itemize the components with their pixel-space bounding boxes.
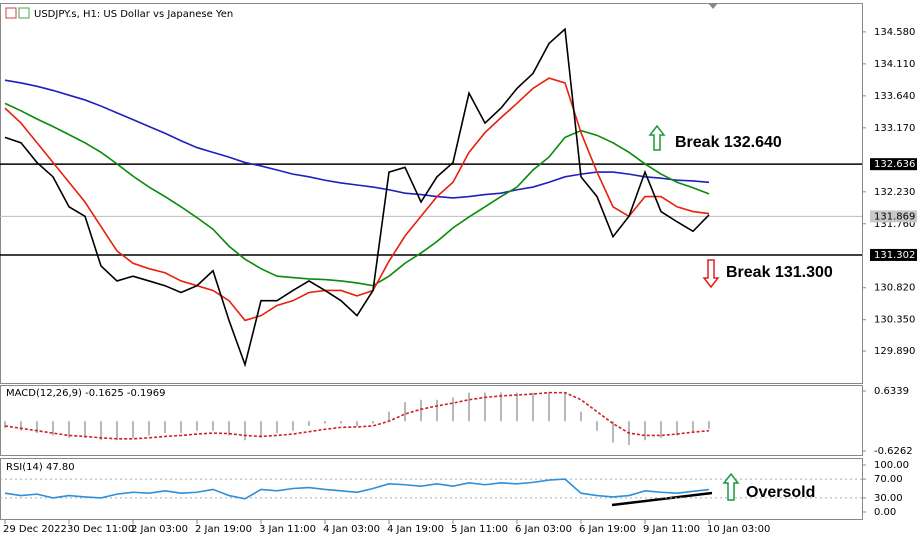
y-tick-label: 70.00 [874, 474, 903, 485]
x-tick-label: 29 Dec 2022 [3, 524, 67, 535]
current-price-box [870, 210, 917, 223]
x-tick-label: 4 Jan 03:00 [323, 524, 380, 535]
y-tick-label: 100.00 [874, 460, 909, 471]
y-tick-label: 134.110 [874, 59, 915, 70]
x-tick-label: 9 Jan 11:00 [643, 524, 700, 535]
y-tick-label: 134.580 [874, 27, 915, 38]
icon [18, 7, 30, 19]
current-price-label: 131.869 [874, 211, 915, 222]
x-tick-label: 3 Jan 11:00 [259, 524, 316, 535]
annotation: Break 132.640 [675, 134, 782, 151]
annotation: Break 131.300 [726, 264, 833, 281]
x-tick-label: 6 Jan 19:00 [579, 524, 636, 535]
chart-title: USDJPY.s, H1: US Dollar vs Japanese Yen [34, 9, 233, 20]
series-line [4, 391, 710, 440]
icon [5, 7, 17, 19]
annotation: Oversold [746, 484, 815, 501]
x-tick-label: 4 Jan 19:00 [387, 524, 444, 535]
y-tick-label: 30.00 [874, 493, 903, 504]
y-tick-label: 129.890 [874, 346, 915, 357]
y-tick-label: 130.820 [874, 283, 915, 294]
rsi-title: RSI(14) 47.80 [6, 462, 75, 473]
main-panel [0, 3, 863, 384]
annotation-arrow [702, 259, 720, 289]
series-line [4, 27, 710, 368]
y-tick-label: 132.230 [874, 187, 915, 198]
y-tick-label: 130.350 [874, 315, 915, 326]
series-line [4, 77, 710, 322]
level-box [870, 158, 917, 171]
x-tick-label: 6 Jan 03:00 [515, 524, 572, 535]
level-label: 132.636 [874, 159, 915, 170]
x-tick-label: 30 Dec 11:00 [67, 524, 134, 535]
series-line [4, 478, 710, 500]
series-line [4, 102, 710, 287]
annotation-arrow [722, 472, 740, 501]
x-tick-label: 5 Jan 11:00 [451, 524, 508, 535]
series-line [4, 79, 710, 199]
y-tick-label: 133.170 [874, 123, 915, 134]
macd-panel [0, 385, 863, 456]
y-tick-label: 0.00 [874, 507, 896, 518]
x-tick-label: 10 Jan 03:00 [707, 524, 770, 535]
y-tick-label: -0.6262 [874, 446, 913, 457]
macd-title: MACD(12,26,9) -0.1625 -0.1969 [6, 388, 166, 399]
y-tick-label: 133.640 [874, 91, 915, 102]
y-tick-label: 0.6339 [874, 386, 909, 397]
shift-marker [708, 3, 718, 9]
level-label: 131.302 [874, 250, 915, 261]
trend-line [611, 491, 713, 507]
annotation-arrow [648, 124, 666, 151]
level-box [870, 248, 917, 261]
x-tick-label: 2 Jan 19:00 [195, 524, 252, 535]
y-tick-label: 131.760 [874, 219, 915, 230]
x-tick-label: 2 Jan 03:00 [131, 524, 188, 535]
rsi-panel [0, 458, 863, 520]
